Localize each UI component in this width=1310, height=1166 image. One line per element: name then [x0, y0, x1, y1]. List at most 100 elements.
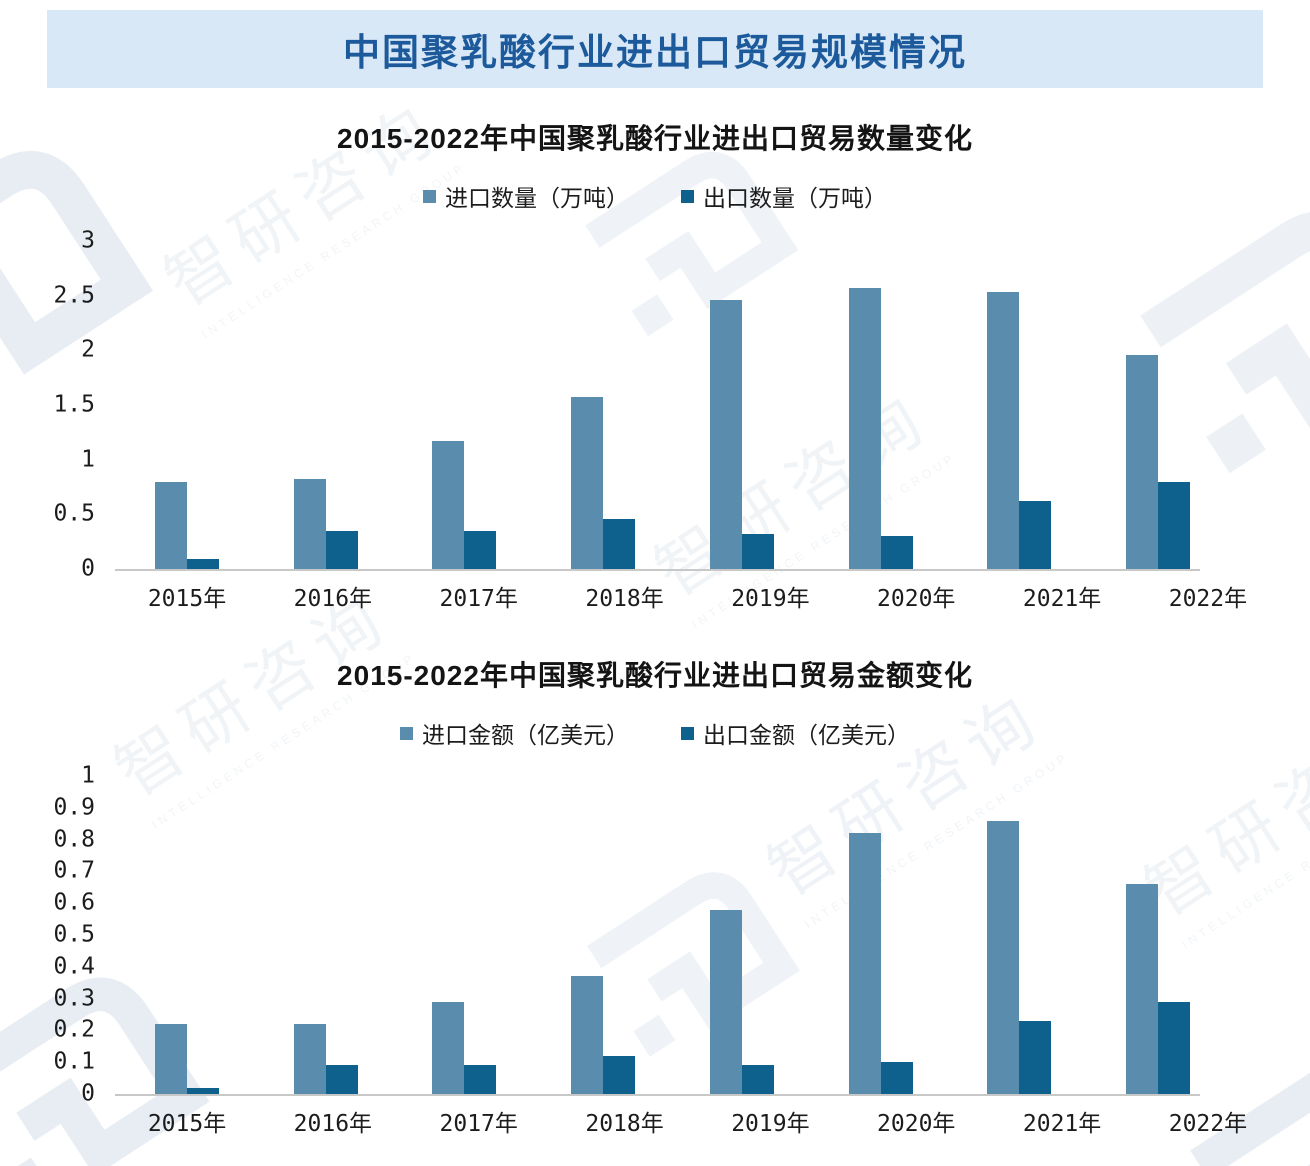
import-bar — [987, 820, 1020, 1094]
x-axis-label: 2020年 — [877, 1111, 956, 1137]
page-title: 中国聚乳酸行业进出口贸易规模情况 — [343, 33, 967, 74]
export-bar — [325, 530, 358, 569]
bar-group — [848, 776, 913, 1094]
import-bar — [1125, 354, 1158, 569]
bar-group — [432, 241, 497, 569]
legend-label: 进口金额（亿美元） — [422, 722, 629, 748]
legend-item-import: 进口金额（亿美元） — [400, 716, 629, 750]
import-bar — [293, 479, 326, 569]
import-bar — [987, 292, 1020, 569]
y-axis: 0 0.5 1 1.5 2 2.5 3 — [53, 229, 1200, 580]
chart-legend: 进口数量（万吨） 出口数量（万吨） — [0, 183, 1310, 211]
export-legend-marker-icon — [681, 726, 694, 740]
y-tick-label: 1.5 — [53, 391, 95, 418]
bar-group — [709, 241, 774, 569]
legend-label: 进口数量（万吨） — [445, 185, 629, 211]
import-bar — [848, 288, 881, 569]
bar-group — [709, 776, 774, 1094]
export-bar — [1157, 1001, 1190, 1094]
export-bar — [1157, 481, 1190, 569]
import-legend-marker-icon — [423, 189, 436, 203]
bar-group — [155, 776, 219, 1094]
export-bar — [741, 1065, 774, 1094]
bar-group — [571, 776, 636, 1094]
import-bar — [293, 1024, 326, 1094]
export-bar — [187, 1087, 219, 1094]
bar-group — [155, 241, 219, 569]
y-tick-label: 0.6 — [53, 889, 95, 916]
export-bar — [741, 534, 774, 569]
export-bar — [1019, 501, 1052, 569]
bars — [115, 241, 1200, 569]
legend-item-export: 出口金额（亿美元） — [681, 716, 910, 750]
bar-group — [987, 776, 1052, 1094]
y-tick-label: 0.5 — [53, 921, 95, 948]
x-axis-label: 2022年 — [1168, 586, 1248, 612]
import-bar — [155, 481, 187, 569]
import-bar — [709, 300, 742, 569]
quantity-chart: 2015-2022年中国聚乳酸行业进出口贸易数量变化 进口数量（万吨） 出口数量… — [0, 105, 1310, 640]
y-tick-label: 2 — [81, 336, 95, 363]
bar-group — [571, 241, 636, 569]
export-bar — [603, 1055, 636, 1094]
x-axis-label: 2015年 — [147, 586, 227, 612]
x-axis-label: 2020年 — [877, 586, 956, 612]
chart-legend: 进口金额（亿美元） 出口金额（亿美元） — [0, 720, 1310, 748]
x-axis-label: 2017年 — [439, 1111, 518, 1137]
x-axis-label: 2017年 — [439, 586, 518, 612]
x-axis-label: 2016年 — [293, 1111, 373, 1137]
plot-area: 0 0.5 1 1.5 2 2.5 3 — [53, 229, 1200, 580]
header-banner: 中国聚乳酸行业进出口贸易规模情况 — [47, 10, 1263, 88]
y-tick-label: 0.9 — [53, 794, 95, 821]
export-bar — [187, 559, 219, 569]
export-bar — [880, 536, 913, 569]
y-tick-label: 0.5 — [53, 500, 95, 527]
export-bar — [325, 1065, 358, 1094]
bar-group — [1125, 776, 1190, 1094]
import-bar — [155, 1024, 187, 1094]
bar-group — [987, 241, 1052, 569]
y-tick-label: 0.1 — [53, 1048, 95, 1075]
y-tick-label: 1 — [81, 762, 95, 789]
legend-label: 出口金额（亿美元） — [703, 722, 910, 748]
legend-label: 出口数量（万吨） — [703, 185, 887, 211]
plot-area: 0 0.1 0.2 0.3 0.4 0.5 0.6 0.7 0.8 0.9 1 — [53, 764, 1200, 1105]
export-bar — [880, 1062, 913, 1094]
chart-title: 2015-2022年中国聚乳酸行业进出口贸易数量变化 — [337, 123, 973, 154]
legend-item-import: 进口数量（万吨） — [423, 179, 629, 213]
x-axis-label: 2021年 — [1022, 586, 1102, 612]
export-bar — [464, 1065, 497, 1094]
y-tick-label: 3 — [81, 227, 95, 254]
y-tick-label: 0.8 — [53, 826, 95, 853]
export-bar — [603, 518, 636, 569]
bar-group — [1125, 241, 1190, 569]
y-tick-label: 0.4 — [53, 953, 95, 980]
x-axis: 2015年 2016年 2017年 2018年 2019年 2020年 2021年 2022年 — [115, 1096, 1250, 1138]
bar-group — [848, 241, 913, 569]
bar-group — [293, 241, 358, 569]
import-bar — [571, 397, 604, 569]
y-tick-label: 0 — [81, 1080, 95, 1107]
bar-group — [432, 776, 497, 1094]
y-tick-label: 0.7 — [53, 857, 95, 884]
chart-title: 2015-2022年中国聚乳酸行业进出口贸易金额变化 — [337, 660, 973, 691]
import-legend-marker-icon — [400, 726, 413, 740]
y-axis: 0 0.1 0.2 0.3 0.4 0.5 0.6 0.7 0.8 0.9 1 — [53, 764, 1200, 1105]
x-axis-label: 2015年 — [147, 1111, 227, 1137]
y-tick-label: 2.5 — [53, 282, 95, 309]
x-axis: 2015年 2016年 2017年 2018年 2019年 2020年 2021年 2022年 — [115, 571, 1250, 613]
import-bar — [848, 833, 881, 1094]
bar-group — [293, 776, 358, 1094]
export-bar — [1019, 1020, 1052, 1094]
y-tick-label: 0.3 — [53, 985, 95, 1012]
y-tick-label: 0 — [81, 555, 95, 582]
import-bar — [432, 441, 465, 569]
import-bar — [571, 976, 604, 1094]
y-tick-label: 1 — [81, 446, 95, 473]
x-axis-label: 2021年 — [1022, 1111, 1102, 1137]
export-bar — [464, 530, 497, 569]
import-bar — [432, 1001, 465, 1094]
x-axis-label: 2022年 — [1168, 1111, 1248, 1137]
x-axis-label: 2016年 — [293, 586, 373, 612]
